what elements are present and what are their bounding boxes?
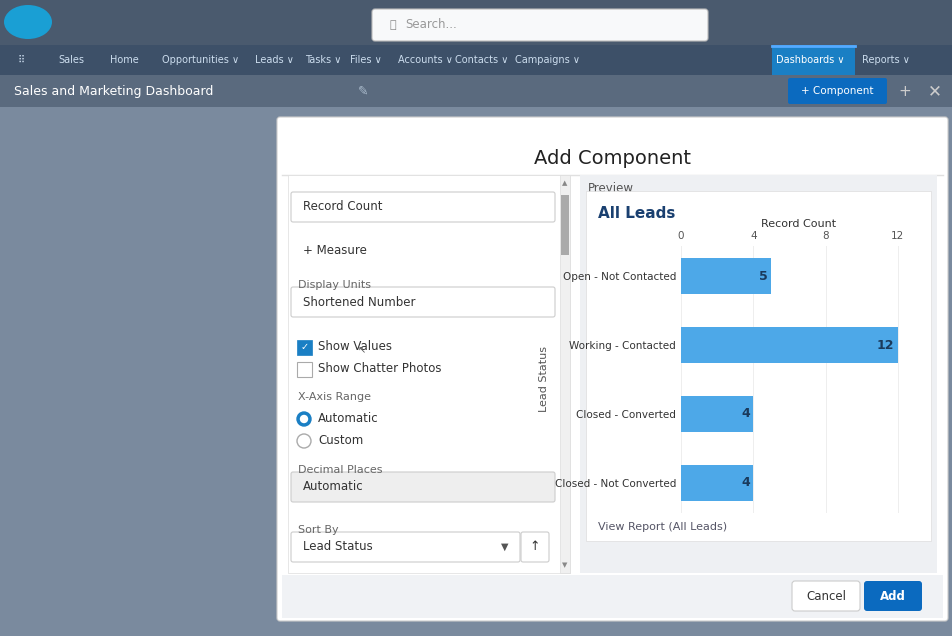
Text: ▼: ▼ xyxy=(501,542,508,552)
Text: ✎: ✎ xyxy=(358,85,368,97)
Text: Files ∨: Files ∨ xyxy=(350,55,382,65)
Text: ✓: ✓ xyxy=(301,342,308,352)
Text: Add Component: Add Component xyxy=(534,148,691,167)
Text: 🔍: 🔍 xyxy=(389,20,396,30)
Text: Accounts ∨: Accounts ∨ xyxy=(398,55,453,65)
FancyBboxPatch shape xyxy=(291,472,555,502)
FancyBboxPatch shape xyxy=(297,362,312,377)
FancyBboxPatch shape xyxy=(277,117,948,621)
Text: Decimal Places: Decimal Places xyxy=(298,465,383,475)
Text: + Component: + Component xyxy=(802,86,874,96)
Text: ▼: ▼ xyxy=(563,562,567,568)
FancyBboxPatch shape xyxy=(297,340,312,355)
Text: Cancel: Cancel xyxy=(806,590,846,602)
FancyBboxPatch shape xyxy=(772,45,855,75)
Bar xyxy=(681,396,753,432)
Text: ↖: ↖ xyxy=(358,345,367,355)
Circle shape xyxy=(297,434,311,448)
FancyBboxPatch shape xyxy=(521,532,549,562)
FancyBboxPatch shape xyxy=(0,0,952,45)
Text: 4: 4 xyxy=(741,476,749,490)
FancyBboxPatch shape xyxy=(291,192,555,222)
FancyBboxPatch shape xyxy=(0,75,952,107)
Text: Show Chatter Photos: Show Chatter Photos xyxy=(318,363,442,375)
FancyBboxPatch shape xyxy=(561,195,569,255)
Circle shape xyxy=(297,412,311,426)
Text: + Measure: + Measure xyxy=(303,244,367,256)
Text: ▲: ▲ xyxy=(563,180,567,186)
Text: Shortened Number: Shortened Number xyxy=(303,296,415,308)
Text: All Leads: All Leads xyxy=(598,205,675,221)
Text: Contacts ∨: Contacts ∨ xyxy=(455,55,508,65)
Text: +: + xyxy=(898,83,911,99)
FancyBboxPatch shape xyxy=(580,175,937,573)
Text: Show Values: Show Values xyxy=(318,340,392,354)
Bar xyxy=(681,465,753,501)
Text: Tasks ∨: Tasks ∨ xyxy=(305,55,342,65)
Text: ✕: ✕ xyxy=(928,82,942,100)
Text: Leads ∨: Leads ∨ xyxy=(255,55,294,65)
Text: 4: 4 xyxy=(741,408,749,420)
Circle shape xyxy=(301,415,307,422)
Text: 5: 5 xyxy=(759,270,767,282)
Text: Display Units: Display Units xyxy=(298,280,371,290)
Text: Custom: Custom xyxy=(318,434,364,448)
Text: Record Count: Record Count xyxy=(303,200,383,214)
FancyBboxPatch shape xyxy=(586,191,931,541)
Text: View Report (All Leads): View Report (All Leads) xyxy=(598,522,727,532)
Text: ⠿: ⠿ xyxy=(18,55,25,65)
Ellipse shape xyxy=(4,5,52,39)
Text: Campaigns ∨: Campaigns ∨ xyxy=(515,55,580,65)
FancyBboxPatch shape xyxy=(282,575,943,618)
FancyBboxPatch shape xyxy=(291,287,555,317)
Text: X-Axis Range: X-Axis Range xyxy=(298,392,371,402)
Text: ↑: ↑ xyxy=(529,541,540,553)
Text: Automatic: Automatic xyxy=(303,481,364,494)
Text: Add: Add xyxy=(880,590,906,602)
FancyBboxPatch shape xyxy=(864,581,922,611)
FancyBboxPatch shape xyxy=(291,532,520,562)
Text: Dashboards ∨: Dashboards ∨ xyxy=(776,55,844,65)
Text: Lead Status: Lead Status xyxy=(303,541,373,553)
Text: Opportunities ∨: Opportunities ∨ xyxy=(162,55,239,65)
Y-axis label: Lead Status: Lead Status xyxy=(539,347,549,413)
FancyBboxPatch shape xyxy=(792,581,860,611)
FancyBboxPatch shape xyxy=(560,175,570,573)
FancyBboxPatch shape xyxy=(788,78,887,104)
Bar xyxy=(681,327,898,363)
FancyBboxPatch shape xyxy=(0,45,952,75)
Text: Home: Home xyxy=(110,55,139,65)
Text: Sales and Marketing Dashboard: Sales and Marketing Dashboard xyxy=(14,85,213,97)
Text: Sort By: Sort By xyxy=(298,525,339,535)
Text: Sales: Sales xyxy=(58,55,84,65)
Text: Automatic: Automatic xyxy=(318,413,379,425)
Text: Search...: Search... xyxy=(405,18,457,32)
Bar xyxy=(681,258,771,294)
FancyBboxPatch shape xyxy=(288,175,570,573)
FancyBboxPatch shape xyxy=(0,107,952,636)
Text: Preview: Preview xyxy=(588,183,634,195)
FancyBboxPatch shape xyxy=(372,9,708,41)
Text: Reports ∨: Reports ∨ xyxy=(862,55,910,65)
X-axis label: Record Count: Record Count xyxy=(761,219,836,229)
Text: 12: 12 xyxy=(877,338,894,352)
